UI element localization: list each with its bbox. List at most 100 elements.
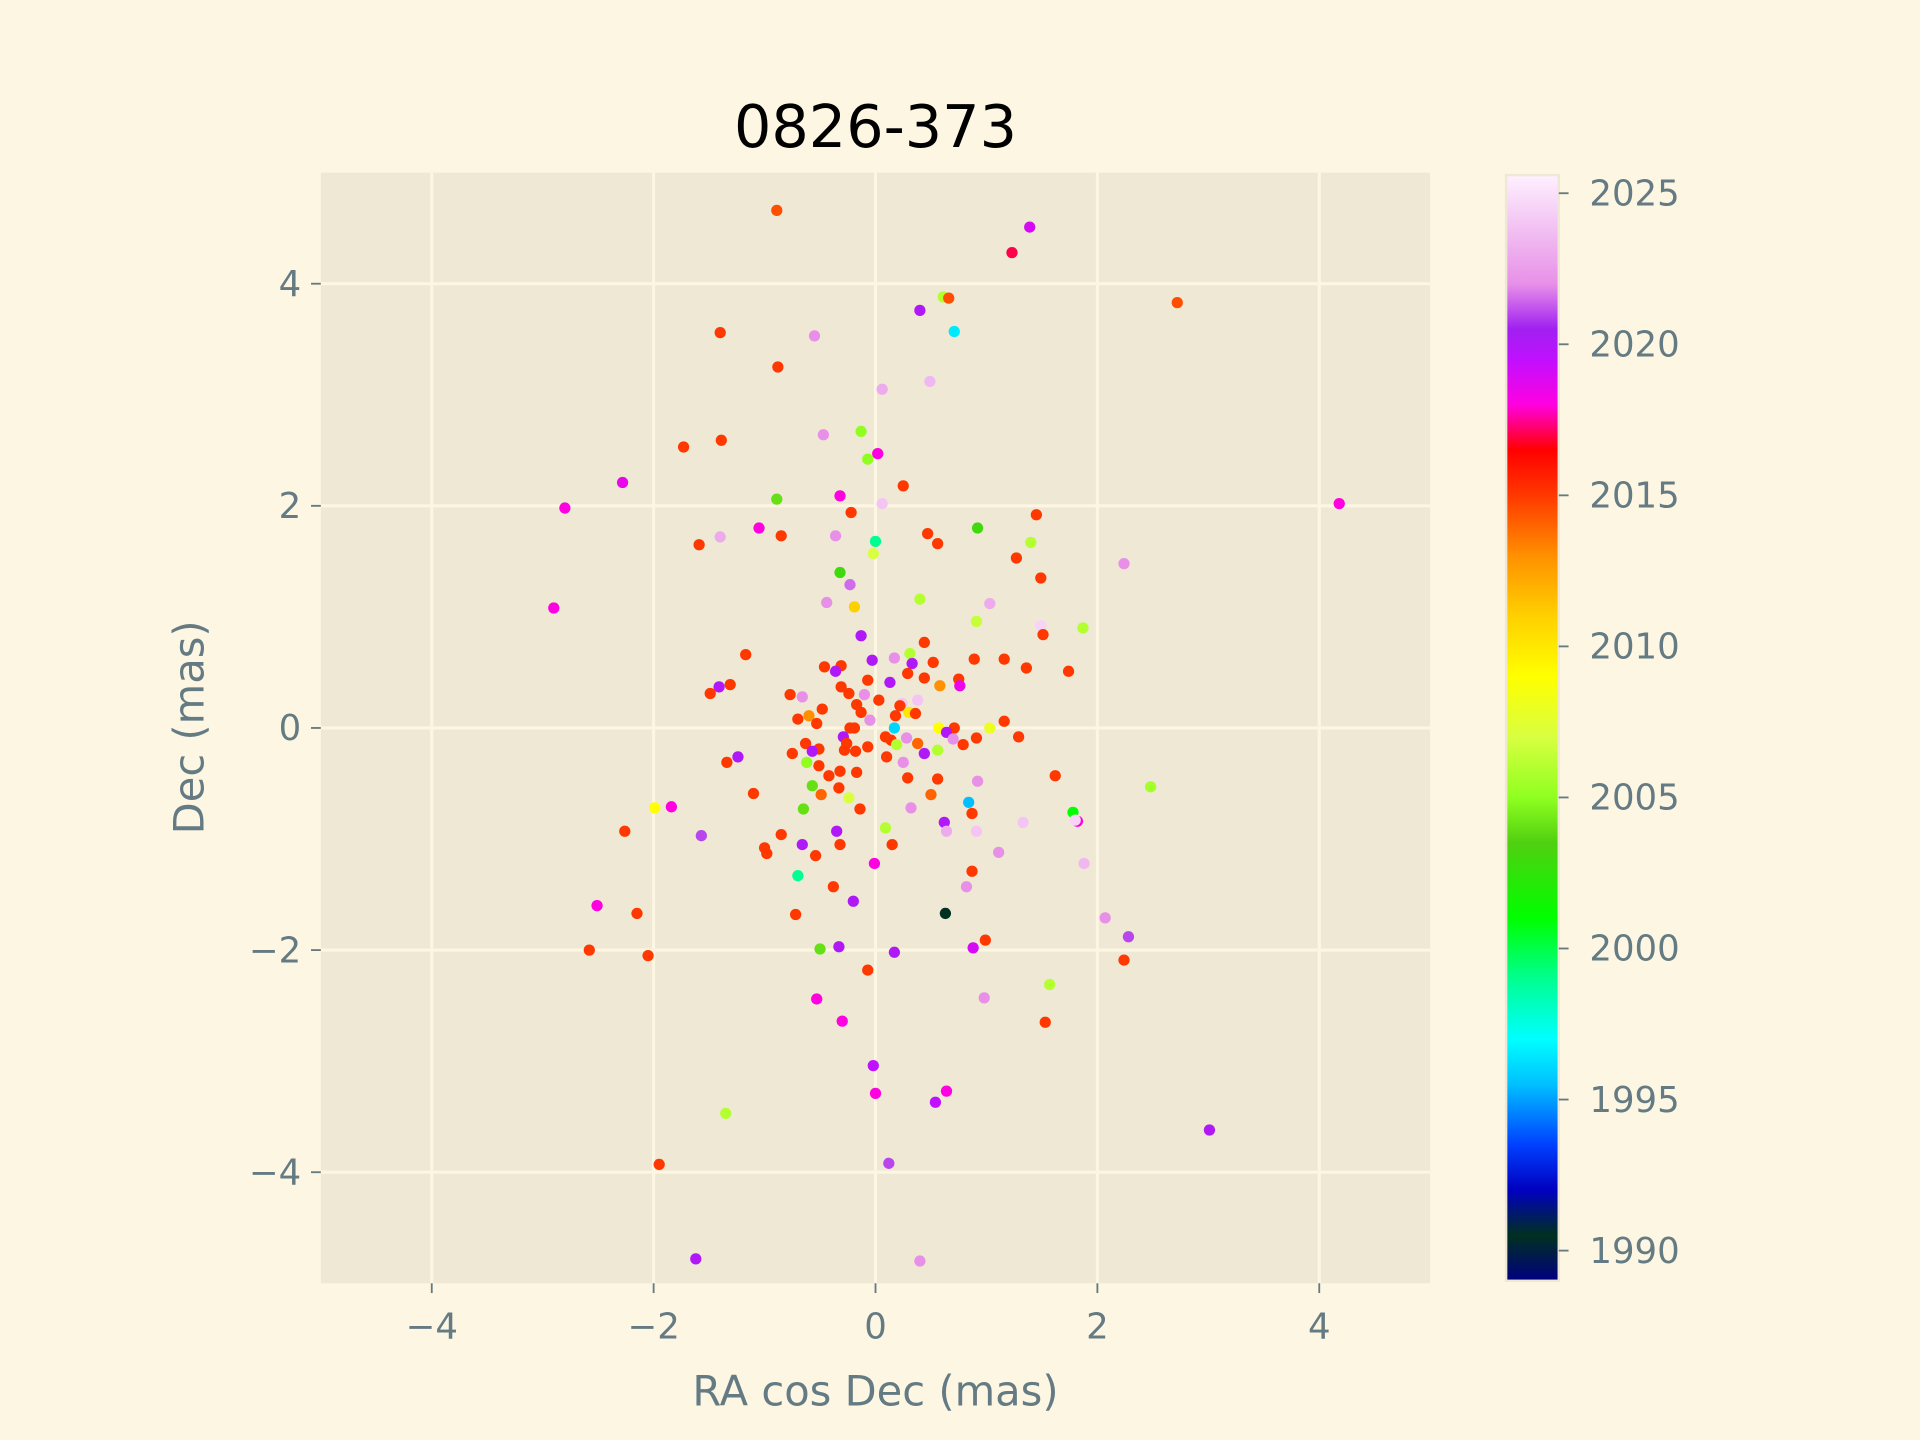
data-point bbox=[869, 1087, 882, 1099]
data-point bbox=[1203, 1124, 1216, 1136]
data-point bbox=[940, 1085, 953, 1097]
data-point bbox=[978, 992, 990, 1004]
data-point bbox=[993, 846, 1005, 858]
data-point bbox=[724, 679, 736, 691]
data-point bbox=[1122, 931, 1135, 943]
data-point bbox=[902, 667, 914, 680]
data-point bbox=[932, 537, 944, 550]
colorbar-tick-label: 2015 bbox=[1589, 476, 1679, 517]
colorbar-tick-label: 1990 bbox=[1589, 1231, 1679, 1272]
data-point bbox=[747, 787, 760, 800]
data-point bbox=[843, 792, 855, 804]
data-point bbox=[855, 706, 867, 719]
data-point bbox=[894, 700, 906, 712]
data-point bbox=[821, 596, 833, 609]
data-point bbox=[939, 907, 952, 920]
data-point bbox=[902, 772, 914, 784]
data-point bbox=[947, 733, 959, 745]
data-point bbox=[872, 448, 884, 460]
data-point bbox=[1118, 557, 1130, 570]
chart-title: 0826-373 bbox=[734, 92, 1017, 161]
data-point bbox=[1077, 622, 1089, 634]
data-point bbox=[642, 950, 654, 962]
data-point bbox=[888, 722, 901, 734]
x-axis-label: RA cos Dec (mas) bbox=[692, 1367, 1058, 1416]
data-point bbox=[811, 993, 823, 1005]
data-point bbox=[714, 531, 726, 543]
data-point bbox=[844, 579, 856, 591]
data-point bbox=[888, 652, 901, 664]
data-point bbox=[929, 1096, 942, 1108]
data-point bbox=[619, 825, 631, 837]
data-point bbox=[714, 326, 726, 339]
data-points bbox=[548, 204, 1345, 1267]
data-point bbox=[879, 822, 892, 834]
data-point bbox=[753, 522, 765, 534]
data-point bbox=[970, 825, 983, 837]
data-point bbox=[966, 807, 978, 820]
data-point bbox=[897, 480, 909, 492]
data-point bbox=[823, 770, 835, 782]
data-point bbox=[998, 715, 1010, 727]
colorbar-tick-label: 2000 bbox=[1589, 929, 1679, 970]
data-point bbox=[1012, 731, 1025, 743]
data-point bbox=[813, 760, 825, 772]
data-point bbox=[862, 964, 874, 976]
data-point bbox=[855, 630, 867, 642]
data-point bbox=[772, 361, 784, 373]
data-point bbox=[873, 694, 885, 706]
data-point bbox=[559, 502, 571, 514]
data-point bbox=[1039, 1016, 1051, 1028]
x-axis-ticks: −4 −2 0 2 4 bbox=[406, 1283, 1331, 1347]
data-point bbox=[693, 539, 705, 551]
data-point bbox=[924, 375, 936, 388]
data-point bbox=[867, 1059, 879, 1072]
colorbar-tick-label: 2010 bbox=[1589, 627, 1679, 668]
data-point bbox=[1062, 665, 1075, 677]
data-point bbox=[720, 1107, 732, 1119]
data-point bbox=[848, 601, 861, 613]
y-tick-label: −2 bbox=[249, 930, 301, 971]
data-point bbox=[889, 710, 902, 722]
data-point bbox=[925, 788, 937, 801]
data-point bbox=[849, 745, 862, 757]
data-point bbox=[1078, 857, 1090, 870]
data-point bbox=[829, 665, 842, 677]
data-point bbox=[868, 857, 881, 870]
data-point bbox=[834, 566, 846, 579]
data-point bbox=[886, 838, 898, 851]
data-point bbox=[775, 530, 787, 542]
data-point bbox=[963, 796, 975, 809]
data-point bbox=[876, 497, 888, 510]
y-axis-label: Dec (mas) bbox=[164, 620, 213, 834]
data-point bbox=[631, 907, 643, 920]
data-point bbox=[838, 744, 851, 756]
data-point bbox=[938, 816, 950, 828]
data-point bbox=[847, 895, 859, 907]
colorbar bbox=[1504, 173, 1561, 1283]
data-point bbox=[790, 908, 802, 921]
data-point bbox=[890, 738, 903, 751]
data-point bbox=[1069, 814, 1081, 826]
data-point bbox=[966, 865, 978, 877]
data-point bbox=[811, 717, 823, 730]
data-point bbox=[815, 788, 827, 801]
x-tick-label: 2 bbox=[1086, 1306, 1109, 1347]
data-point bbox=[761, 847, 773, 860]
data-point bbox=[704, 687, 716, 700]
data-point bbox=[834, 490, 846, 502]
data-point bbox=[715, 434, 727, 446]
data-point bbox=[862, 674, 874, 686]
data-point bbox=[1049, 770, 1061, 782]
grid bbox=[320, 172, 1431, 1284]
data-point bbox=[808, 330, 821, 342]
data-point bbox=[775, 828, 787, 841]
x-tick-label: 4 bbox=[1308, 1306, 1331, 1347]
data-point bbox=[833, 941, 845, 953]
data-point bbox=[792, 713, 804, 725]
data-point bbox=[1024, 221, 1036, 233]
data-point bbox=[834, 765, 846, 777]
data-point bbox=[905, 802, 917, 814]
data-point bbox=[867, 547, 879, 560]
data-point bbox=[1145, 781, 1157, 793]
